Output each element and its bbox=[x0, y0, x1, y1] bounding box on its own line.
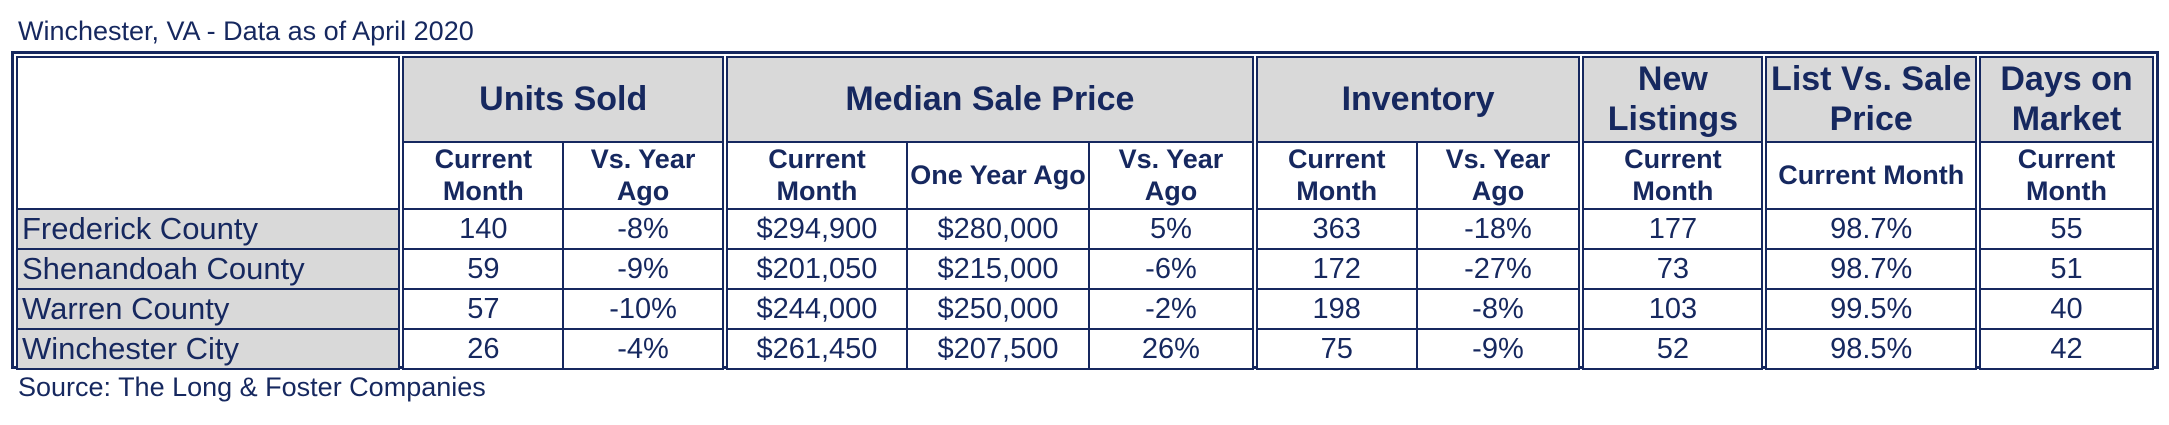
table-row: Frederick County 140 -8% $294,900 $280,0… bbox=[15, 208, 2154, 250]
market-data-table: Units Sold Median Sale Price Inventory N… bbox=[15, 56, 2154, 370]
list-vs-sale-current: 98.5% bbox=[1761, 328, 1980, 370]
subheader-inventory-current-month: Current Month bbox=[1251, 141, 1418, 210]
units-sold-current: 59 bbox=[398, 248, 565, 290]
subheader-price-one-year-ago: One Year Ago bbox=[905, 141, 1091, 210]
new-listings-current: 177 bbox=[1578, 208, 1766, 250]
median-price-current: $294,900 bbox=[721, 208, 908, 250]
median-price-current: $201,050 bbox=[721, 248, 908, 290]
median-price-vs-year-ago: 5% bbox=[1088, 208, 1256, 250]
days-on-market-current: 51 bbox=[1975, 248, 2154, 290]
inventory-vs-year-ago: -18% bbox=[1415, 208, 1583, 250]
subheader-new-listings-current-month: Current Month bbox=[1578, 141, 1766, 210]
units-sold-current: 26 bbox=[398, 328, 565, 370]
header-new-listings: New Listings bbox=[1578, 56, 1766, 143]
units-sold-vs-year-ago: -9% bbox=[562, 248, 726, 290]
list-vs-sale-current: 98.7% bbox=[1761, 248, 1980, 290]
header-units-sold: Units Sold bbox=[398, 56, 726, 143]
region-name: Frederick County bbox=[15, 208, 403, 250]
median-price-vs-year-ago: -2% bbox=[1088, 288, 1256, 330]
subheader-price-vs-year-ago: Vs. Year Ago bbox=[1088, 141, 1256, 210]
inventory-current: 172 bbox=[1251, 248, 1418, 290]
median-price-one-year-ago: $215,000 bbox=[905, 248, 1091, 290]
table-corner bbox=[15, 56, 403, 210]
units-sold-current: 57 bbox=[398, 288, 565, 330]
subheader-price-current-month: Current Month bbox=[721, 141, 908, 210]
inventory-vs-year-ago: -9% bbox=[1415, 328, 1583, 370]
new-listings-current: 103 bbox=[1578, 288, 1766, 330]
header-row-groups: Units Sold Median Sale Price Inventory N… bbox=[15, 56, 2154, 210]
table-row: Winchester City 26 -4% $261,450 $207,500… bbox=[15, 328, 2154, 370]
subheader-units-vs-year-ago: Vs. Year Ago bbox=[562, 141, 726, 210]
median-price-one-year-ago: $250,000 bbox=[905, 288, 1091, 330]
median-price-current: $261,450 bbox=[721, 328, 908, 370]
new-listings-current: 73 bbox=[1578, 248, 1766, 290]
list-vs-sale-current: 99.5% bbox=[1761, 288, 1980, 330]
subheader-list-vs-sale-current-month: Current Month bbox=[1761, 141, 1980, 210]
header-list-vs-sale-price: List Vs. Sale Price bbox=[1761, 56, 1980, 143]
units-sold-vs-year-ago: -10% bbox=[562, 288, 726, 330]
source-note: Source: The Long & Foster Companies bbox=[18, 372, 486, 402]
units-sold-vs-year-ago: -4% bbox=[562, 328, 726, 370]
region-name: Warren County bbox=[15, 288, 403, 330]
units-sold-current: 140 bbox=[398, 208, 565, 250]
days-on-market-current: 42 bbox=[1975, 328, 2154, 370]
subheader-dom-current-month: Current Month bbox=[1975, 141, 2154, 210]
header-row-sub: Current Month Vs. Year Ago Current Month… bbox=[17, 141, 2154, 210]
subheader-inventory-vs-year-ago: Vs. Year Ago bbox=[1415, 141, 1583, 210]
page-title: Winchester, VA - Data as of April 2020 bbox=[18, 16, 474, 46]
market-data-table-frame: Units Sold Median Sale Price Inventory N… bbox=[11, 51, 2159, 370]
subheader-units-current-month: Current Month bbox=[398, 141, 565, 210]
days-on-market-current: 55 bbox=[1975, 208, 2154, 250]
table-row: Shenandoah County 59 -9% $201,050 $215,0… bbox=[15, 248, 2154, 290]
inventory-current: 198 bbox=[1251, 288, 1418, 330]
median-price-vs-year-ago: -6% bbox=[1088, 248, 1256, 290]
median-price-one-year-ago: $207,500 bbox=[905, 328, 1091, 370]
new-listings-current: 52 bbox=[1578, 328, 1766, 370]
median-price-vs-year-ago: 26% bbox=[1088, 328, 1256, 370]
header-median-sale-price: Median Sale Price bbox=[721, 56, 1256, 143]
list-vs-sale-current: 98.7% bbox=[1761, 208, 1980, 250]
inventory-vs-year-ago: -27% bbox=[1415, 248, 1583, 290]
inventory-current: 363 bbox=[1251, 208, 1418, 250]
inventory-vs-year-ago: -8% bbox=[1415, 288, 1583, 330]
inventory-current: 75 bbox=[1251, 328, 1418, 370]
region-name: Shenandoah County bbox=[15, 248, 403, 290]
header-days-on-market: Days on Market bbox=[1975, 56, 2154, 143]
units-sold-vs-year-ago: -8% bbox=[562, 208, 726, 250]
days-on-market-current: 40 bbox=[1975, 288, 2154, 330]
header-inventory: Inventory bbox=[1251, 56, 1583, 143]
table-row: Warren County 57 -10% $244,000 $250,000 … bbox=[15, 288, 2154, 330]
median-price-current: $244,000 bbox=[721, 288, 908, 330]
region-name: Winchester City bbox=[15, 328, 403, 370]
median-price-one-year-ago: $280,000 bbox=[905, 208, 1091, 250]
